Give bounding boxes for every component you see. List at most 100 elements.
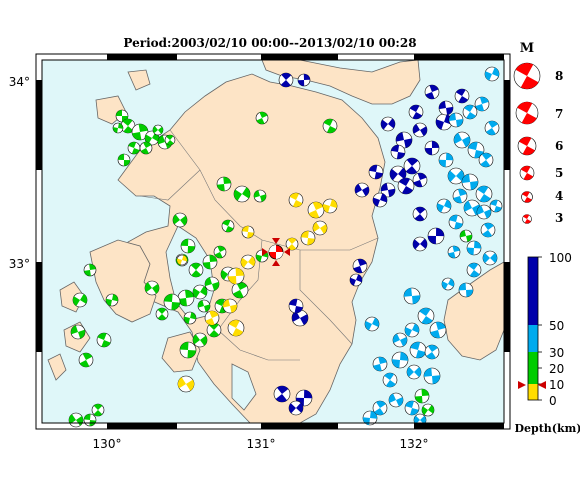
focal-mechanism-beachball bbox=[484, 120, 500, 136]
focal-mechanism-beachball bbox=[441, 277, 455, 291]
focal-mechanism-beachball bbox=[233, 185, 251, 203]
focal-mechanism-beachball bbox=[112, 122, 124, 134]
focal-mechanism-beachball bbox=[273, 385, 291, 403]
focal-mechanism-beachball bbox=[380, 182, 396, 198]
focal-mechanism-beachball bbox=[447, 167, 465, 185]
focal-mechanism-beachball bbox=[227, 267, 245, 285]
focal-mechanism-beachball bbox=[68, 412, 84, 428]
focal-mechanism-beachball bbox=[312, 220, 328, 236]
focal-mechanism-beachball bbox=[78, 352, 94, 368]
focal-mechanism-beachball bbox=[120, 118, 136, 134]
focal-mechanism-beachball bbox=[253, 189, 267, 203]
focal-mechanism-beachball bbox=[117, 153, 131, 167]
focal-mechanism-beachball bbox=[474, 96, 490, 112]
focal-mechanism-beachball bbox=[364, 316, 380, 332]
focal-mechanism-beachball bbox=[461, 173, 479, 191]
lat-label-34: 34° bbox=[9, 75, 30, 89]
focal-mechanism-beachball bbox=[448, 112, 464, 128]
focal-mechanism-beachball bbox=[222, 298, 238, 314]
focal-mechanism-beachball bbox=[414, 388, 430, 404]
focal-mechanism-beachball bbox=[429, 321, 447, 339]
focal-mechanism-beachball bbox=[447, 245, 461, 259]
focal-mechanism-beachball bbox=[424, 140, 440, 156]
focal-mechanism-beachball bbox=[322, 118, 338, 134]
focal-mechanism-beachball bbox=[255, 111, 269, 125]
focal-mechanism-beachball bbox=[380, 116, 396, 132]
focal-mechanism-beachball bbox=[204, 276, 220, 292]
focal-mechanism-beachball bbox=[227, 319, 245, 337]
focal-mechanism-beachball bbox=[352, 258, 368, 274]
focal-mechanism-beachball bbox=[288, 400, 304, 416]
focal-mechanism-beachball bbox=[515, 101, 539, 125]
focal-mechanism-beachball bbox=[438, 152, 454, 168]
mainshock-marker bbox=[262, 238, 290, 266]
focal-mechanism-beachball bbox=[172, 212, 188, 228]
depth-tick-10: 10 bbox=[549, 378, 564, 392]
focal-mechanism-beachball bbox=[288, 192, 304, 208]
focal-mechanism-beachball bbox=[404, 400, 420, 416]
lon-label-130: 130° bbox=[93, 437, 122, 451]
focal-mechanism-beachball bbox=[462, 104, 478, 120]
depth-tick-50: 50 bbox=[549, 319, 564, 333]
focal-mechanism-beachball bbox=[412, 236, 428, 252]
focal-mechanism-beachball bbox=[155, 307, 169, 321]
focal-mechanism-beachball bbox=[478, 152, 494, 168]
focal-mechanism-beachball bbox=[285, 237, 299, 251]
focal-mechanism-beachball bbox=[368, 164, 384, 180]
map-panel bbox=[42, 59, 505, 424]
focal-mechanism-beachball bbox=[522, 214, 532, 224]
depth-tick-0: 0 bbox=[549, 394, 557, 408]
focal-mechanism-beachball bbox=[204, 310, 220, 326]
focal-mechanism-beachball bbox=[70, 324, 86, 340]
focal-mechanism-beachball bbox=[389, 165, 407, 183]
focal-mechanism-beachball bbox=[521, 191, 533, 203]
focal-mechanism-beachball bbox=[241, 225, 255, 239]
focal-mechanism-beachball bbox=[131, 123, 149, 141]
focal-mechanism-beachball bbox=[463, 199, 481, 217]
focal-mechanism-beachball bbox=[96, 332, 112, 348]
focal-mechanism-beachball bbox=[83, 413, 97, 427]
focal-mechanism-beachball bbox=[139, 141, 153, 155]
focal-mechanism-beachball bbox=[216, 176, 232, 192]
focal-mechanism-beachball bbox=[164, 134, 176, 146]
focal-mechanism-beachball bbox=[466, 262, 482, 278]
focal-mechanism-beachball bbox=[202, 254, 218, 270]
focal-mechanism-beachball bbox=[454, 88, 470, 104]
focal-mechanism-beachball bbox=[406, 364, 422, 380]
focal-mechanism-beachball bbox=[519, 165, 535, 181]
focal-mechanism-beachball bbox=[72, 292, 88, 308]
focal-mechanism-beachball bbox=[453, 131, 471, 149]
focal-mechanism-beachball bbox=[176, 254, 188, 266]
focal-mechanism-beachball bbox=[372, 400, 388, 416]
focal-mechanism-beachball bbox=[404, 322, 420, 338]
focal-mechanisms bbox=[68, 66, 503, 428]
focal-mechanism-beachball bbox=[177, 289, 195, 307]
focal-mechanism-beachball bbox=[288, 298, 304, 314]
focal-mechanism-beachball bbox=[144, 280, 160, 296]
lon-label-131: 131° bbox=[247, 437, 276, 451]
focal-mechanism-beachball bbox=[436, 198, 452, 214]
focal-mechanism-beachball bbox=[83, 263, 97, 277]
focal-mechanism-beachball bbox=[278, 72, 294, 88]
lon-label-132: 132° bbox=[400, 437, 429, 451]
focal-mechanism-beachball bbox=[183, 311, 197, 325]
focal-mechanism-beachball bbox=[458, 282, 474, 298]
focal-mechanism-beachball bbox=[197, 299, 211, 313]
focal-mechanism-beachball bbox=[423, 367, 441, 385]
focal-mechanism-beachball bbox=[448, 214, 464, 230]
focal-mechanism-beachball bbox=[403, 157, 421, 175]
focal-mechanism-beachball bbox=[390, 144, 406, 160]
depth-scale-title: Depth(km) bbox=[515, 422, 580, 435]
focal-mechanism-beachball bbox=[397, 177, 415, 195]
focal-mechanism-beachball bbox=[322, 198, 338, 214]
focal-mechanism-beachball bbox=[395, 131, 413, 149]
depth-scale: 100 50 30 20 10 0 Depth(km) bbox=[515, 251, 580, 435]
focal-mechanism-beachball bbox=[206, 322, 222, 338]
mag-label-8: 8 bbox=[555, 69, 563, 83]
depth-tick-20: 20 bbox=[549, 362, 564, 376]
focal-mechanism-beachball bbox=[480, 222, 496, 238]
focal-mechanism-beachball bbox=[489, 199, 503, 213]
map-title: Period:2003/02/10 00:00--2013/02/10 00:2… bbox=[123, 36, 417, 50]
focal-mechanism-beachball bbox=[412, 172, 428, 188]
